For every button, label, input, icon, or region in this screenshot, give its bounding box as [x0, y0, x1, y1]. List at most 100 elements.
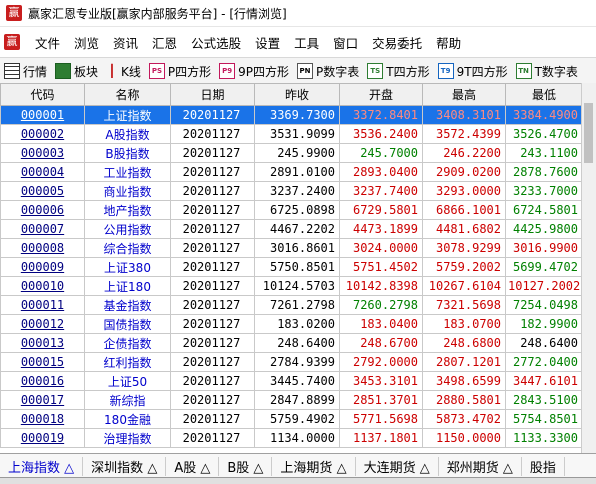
table-row[interactable]: 000006 地产指数 20201127 6725.0898 6729.5801 6866…	[0, 200, 583, 220]
menu-info[interactable]: 资讯	[113, 35, 139, 51]
table-row[interactable]: 000009 上证380 20201127 5750.8501 5751.4502 575…	[0, 257, 583, 277]
toolbar-p-number-button[interactable]: PN P数字表	[297, 63, 359, 80]
table-row[interactable]: 000010 上证180 20201127 10124.5703 10142.8398 1…	[0, 276, 583, 296]
row-name[interactable]: 红利指数	[84, 352, 171, 372]
table-row[interactable]: 000012 国债指数 20201127 183.0200 183.0400 183.07…	[0, 314, 583, 334]
menu-help[interactable]: 帮助	[436, 35, 462, 51]
tab-b-shares[interactable]: B股 △	[219, 456, 273, 476]
toolbar-9t-square-button[interactable]: T9 9T四方形	[437, 63, 508, 80]
table-row[interactable]: 000018 180金融 20201127 5759.4902 5771.5698 587…	[0, 409, 583, 429]
toolbar: 行情 板块 ┃ K线 PS P四方形 P9 9P四方形 PN P数字表 TS T四方形 T…	[0, 58, 596, 85]
table-row[interactable]: 000008 综合指数 20201127 3016.8601 3024.0000 3078…	[0, 238, 583, 258]
col-header-open[interactable]: 开盘	[339, 83, 423, 106]
row-code[interactable]: 000011	[0, 295, 85, 315]
status-bar	[0, 477, 596, 484]
vertical-scrollbar[interactable]	[581, 83, 596, 453]
table-row[interactable]: 000016 上证50 20201127 3445.7400 3453.3101 3498…	[0, 371, 583, 391]
row-code[interactable]: 000017	[0, 390, 85, 410]
t-square-icon: TS	[367, 63, 384, 79]
row-code[interactable]: 000015	[0, 352, 85, 372]
row-code[interactable]: 000012	[0, 314, 85, 334]
row-name[interactable]: 企债指数	[84, 333, 171, 353]
menu-logo-icon[interactable]: 赢	[4, 34, 20, 50]
row-name[interactable]: 基金指数	[84, 295, 171, 315]
row-code[interactable]: 000016	[0, 371, 85, 391]
row-name[interactable]: 上证50	[84, 371, 171, 391]
row-name[interactable]: 新综指	[84, 390, 171, 410]
scrollbar-thumb[interactable]	[584, 103, 593, 163]
col-header-date[interactable]: 日期	[170, 83, 255, 106]
table-row[interactable]: 000015 红利指数 20201127 2784.9399 2792.0000 2807…	[0, 352, 583, 372]
row-code[interactable]: 000006	[0, 200, 85, 220]
row-code[interactable]: 000018	[0, 409, 85, 429]
col-header-low[interactable]: 最低	[505, 83, 583, 106]
col-header-code[interactable]: 代码	[0, 83, 85, 106]
col-header-name[interactable]: 名称	[84, 83, 171, 106]
menu-settings[interactable]: 设置	[255, 35, 281, 51]
row-code[interactable]: 000005	[0, 181, 85, 201]
row-name[interactable]: 治理指数	[84, 428, 171, 448]
tab-shenzhen-index[interactable]: 深圳指数 △	[83, 456, 167, 476]
row-code[interactable]: 000008	[0, 238, 85, 258]
row-name[interactable]: 上证180	[84, 276, 171, 296]
row-code[interactable]: 000002	[0, 124, 85, 144]
toolbar-sector-button[interactable]: 板块	[55, 63, 98, 80]
row-code[interactable]: 000007	[0, 219, 85, 239]
row-name[interactable]: 国债指数	[84, 314, 171, 334]
row-high: 246.2200	[422, 143, 506, 163]
table-row[interactable]: 000004 工业指数 20201127 2891.0100 2893.0400 2909…	[0, 162, 583, 182]
row-name[interactable]: 180金融	[84, 409, 171, 429]
row-code[interactable]: 000019	[0, 428, 85, 448]
row-code[interactable]: 000001	[0, 105, 85, 125]
menu-window[interactable]: 窗口	[333, 35, 359, 51]
row-name[interactable]: 上证指数	[84, 105, 171, 125]
row-code[interactable]: 000010	[0, 276, 85, 296]
tab-zhengzhou-futures[interactable]: 郑州期货 △	[439, 456, 522, 476]
table-row[interactable]: 000005 商业指数 20201127 3237.2400 3237.7400 3293…	[0, 181, 583, 201]
app-logo-icon: 赢	[6, 5, 22, 21]
menu-huien[interactable]: 汇恩	[152, 35, 178, 51]
toolbar-t-number-button[interactable]: TN T数字表	[515, 63, 578, 80]
table-row[interactable]: 000011 基金指数 20201127 7261.2798 7260.2798 7321…	[0, 295, 583, 315]
toolbar-9p-square-button[interactable]: P9 9P四方形	[219, 63, 289, 80]
tab-shanghai-futures[interactable]: 上海期货 △	[272, 456, 356, 476]
row-code[interactable]: 000004	[0, 162, 85, 182]
toolbar-quotes-button[interactable]: 行情	[4, 63, 47, 80]
col-header-prev-close[interactable]: 昨收	[254, 83, 340, 106]
row-date: 20201127	[170, 276, 255, 296]
menu-tools[interactable]: 工具	[294, 35, 320, 51]
toolbar-kline-button[interactable]: ┃ K线	[106, 63, 141, 80]
row-code[interactable]: 000009	[0, 257, 85, 277]
row-name[interactable]: 上证380	[84, 257, 171, 277]
tab-dalian-futures[interactable]: 大连期货 △	[356, 456, 439, 476]
menu-file[interactable]: 文件	[35, 35, 61, 51]
table-row[interactable]: 000013 企债指数 20201127 248.6400 248.6700 248.68…	[0, 333, 583, 353]
col-header-high[interactable]: 最高	[422, 83, 506, 106]
toolbar-t-square-button[interactable]: TS T四方形	[367, 63, 430, 80]
table-row[interactable]: 000019 治理指数 20201127 1134.0000 1137.1801 1150…	[0, 428, 583, 448]
table-row[interactable]: 000003 B股指数 20201127 245.9900 245.7000 246.22…	[0, 143, 583, 163]
tab-a-shares[interactable]: A股 △	[166, 456, 220, 476]
row-open: 3453.3101	[339, 371, 423, 391]
row-name[interactable]: 工业指数	[84, 162, 171, 182]
menu-browse[interactable]: 浏览	[74, 35, 100, 51]
toolbar-p-square-button[interactable]: PS P四方形	[148, 63, 211, 80]
tab-shanghai-index[interactable]: 上海指数 △	[0, 456, 84, 476]
row-code[interactable]: 000013	[0, 333, 85, 353]
row-prev-close: 5759.4902	[254, 409, 340, 429]
tab-index-futures[interactable]: 股指	[522, 456, 565, 476]
table-row[interactable]: 000017 新综指 20201127 2847.8899 2851.3701 2880.…	[0, 390, 583, 410]
row-name[interactable]: 公用指数	[84, 219, 171, 239]
row-name[interactable]: 综合指数	[84, 238, 171, 258]
table-row[interactable]: 000007 公用指数 20201127 4467.2202 4473.1899 4481…	[0, 219, 583, 239]
title-bar: 赢 赢家汇恩专业版[赢家内部服务平台] - [行情浏览]	[0, 0, 596, 27]
table-row[interactable]: 000002 A股指数 20201127 3531.9099 3536.2400 3572…	[0, 124, 583, 144]
menu-trade[interactable]: 交易委托	[372, 35, 423, 51]
menu-formula[interactable]: 公式选股	[191, 35, 242, 51]
row-name[interactable]: B股指数	[84, 143, 171, 163]
row-name[interactable]: A股指数	[84, 124, 171, 144]
row-code[interactable]: 000003	[0, 143, 85, 163]
row-name[interactable]: 商业指数	[84, 181, 171, 201]
table-row[interactable]: 000001 上证指数 20201127 3369.7300 3372.8401 3408…	[0, 105, 583, 125]
row-name[interactable]: 地产指数	[84, 200, 171, 220]
